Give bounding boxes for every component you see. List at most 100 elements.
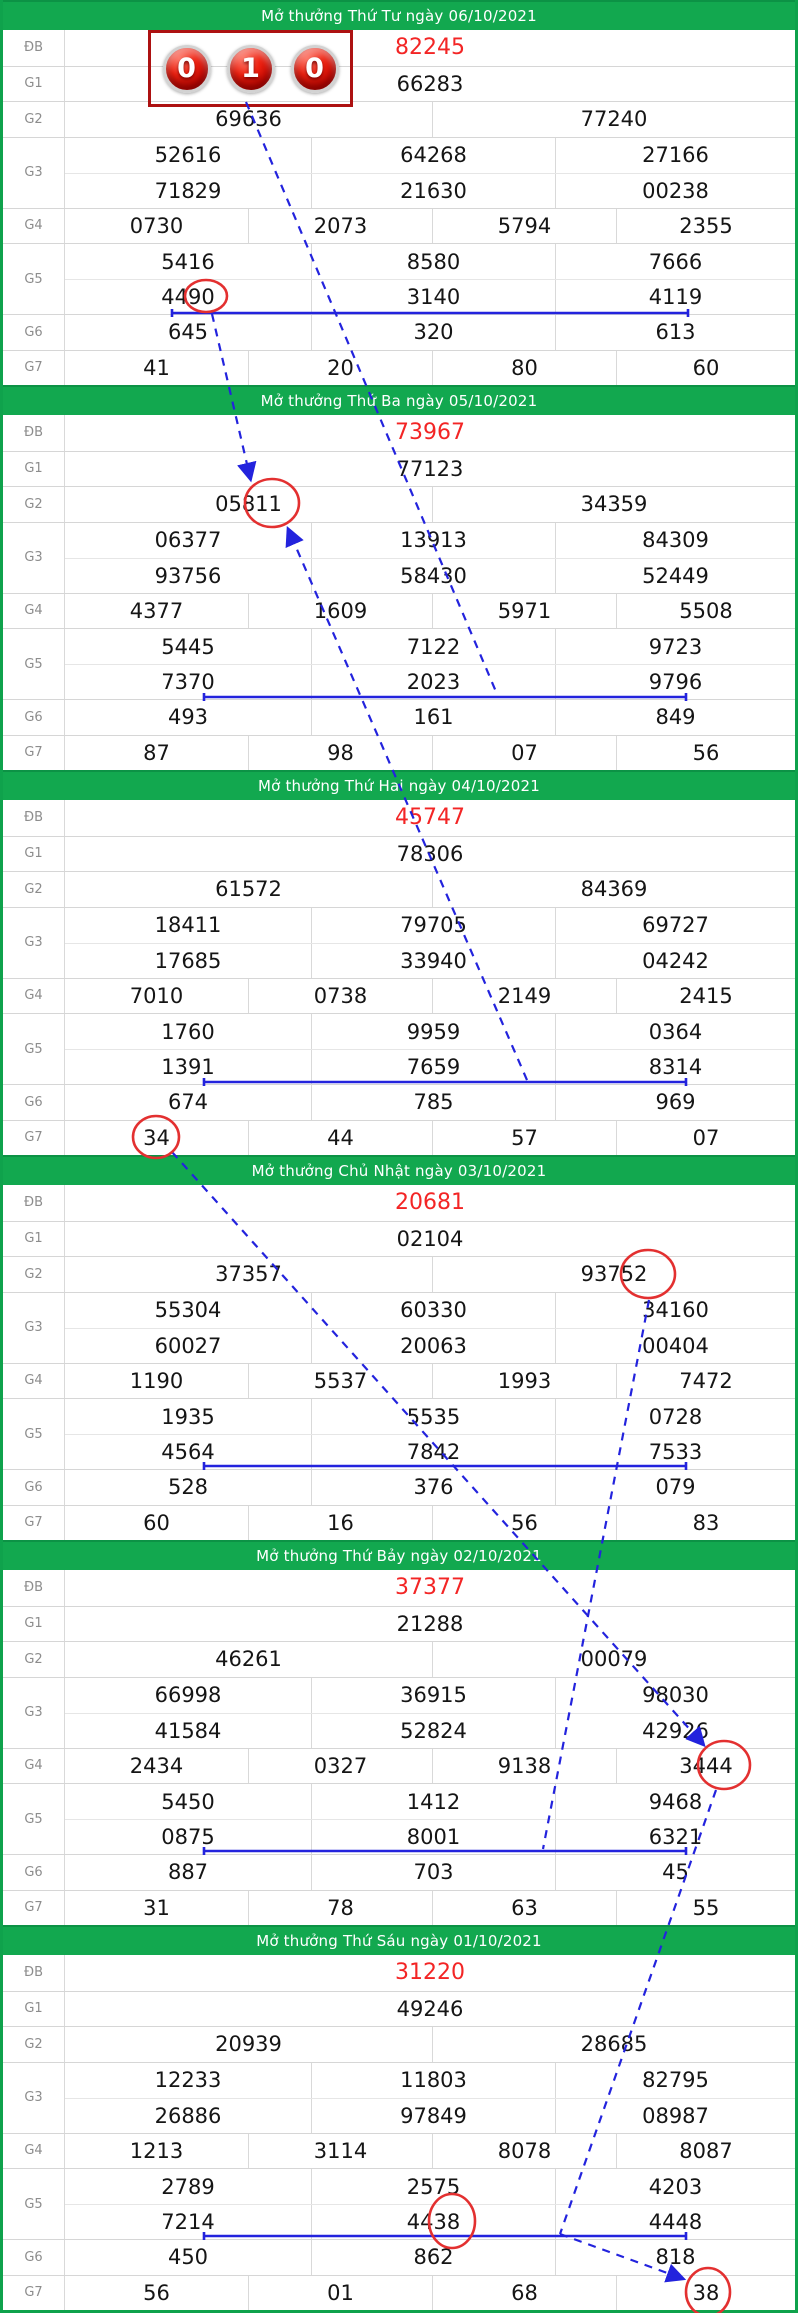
- prize-label: G1: [3, 836, 65, 871]
- section-header: Mở thưởng Thứ Hai ngày 04/10/2021: [3, 770, 795, 800]
- prize-value: 1190: [129, 1368, 184, 1393]
- prize-row-g6: G6 674 785 969: [3, 1084, 795, 1120]
- prize-value: 71829: [154, 178, 222, 203]
- prize-label: G3: [3, 2062, 65, 2133]
- prize-value: 3114: [248, 2133, 432, 2168]
- prize-value: 450: [167, 2245, 209, 2270]
- prize-value: 93752: [432, 1257, 795, 1292]
- prize-value: 0327: [248, 1748, 432, 1783]
- prize-value: 05811: [215, 492, 282, 517]
- prize-value: 2575: [311, 2169, 555, 2204]
- prize-label: G1: [3, 1221, 65, 1256]
- prize-value: 52616: [154, 143, 222, 167]
- prize-row-g5: G5 1935 5535 0728 4564 7842 7533: [3, 1398, 795, 1469]
- prize-label: G7: [3, 2275, 65, 2310]
- prize-label: G5: [3, 1014, 65, 1084]
- prize-row-g5: G5 5450 1412 9468 0875 8001 6321: [3, 1783, 795, 1854]
- prize-value: 9138: [432, 1748, 616, 1783]
- prize-value: 34160: [555, 1292, 795, 1328]
- prize-label: ĐB: [3, 30, 65, 66]
- prize-value: 2415: [616, 978, 795, 1013]
- prize-value: 66283: [396, 71, 464, 96]
- prize-value: 44: [248, 1120, 432, 1155]
- prize-value: 34: [143, 1125, 170, 1150]
- prize-label: G3: [3, 137, 65, 208]
- prize-label: G2: [3, 1257, 65, 1292]
- prize-value: 9723: [555, 629, 795, 664]
- prize-value: 0364: [555, 1014, 795, 1049]
- lottery-ball: 0: [290, 44, 339, 93]
- prize-value: 5971: [432, 593, 616, 628]
- prize-value: 36915: [311, 1677, 555, 1713]
- prize-value: 4438: [311, 2205, 555, 2239]
- prize-value: 2789: [161, 2174, 215, 2199]
- prize-value: 4203: [555, 2169, 795, 2204]
- prize-label: G4: [3, 978, 65, 1013]
- prize-value: 77123: [396, 456, 464, 481]
- section-header: Mở thưởng Thứ Bảy ngày 02/10/2021: [3, 1540, 795, 1570]
- section-header: Mở thưởng Thứ Sáu ngày 01/10/2021: [3, 1925, 795, 1955]
- prize-label: G2: [3, 487, 65, 522]
- jackpot-value: 45747: [395, 805, 465, 831]
- prize-value: 69727: [555, 907, 795, 943]
- prize-value: 645: [167, 320, 209, 345]
- prize-row-db: ĐB 31220: [3, 1955, 795, 1991]
- prize-value: 0738: [248, 978, 432, 1013]
- lottery-ball: 1: [226, 44, 275, 93]
- prize-value: 79705: [311, 907, 555, 943]
- prize-value: 12233: [154, 2068, 222, 2092]
- prize-label: G6: [3, 2240, 65, 2275]
- prize-value: 9468: [555, 1784, 795, 1819]
- prize-value: 58430: [311, 558, 555, 593]
- section-title: Mở thưởng Chủ Nhật ngày 03/10/2021: [251, 1162, 547, 1180]
- prize-row-g1: G1 21288: [3, 1605, 795, 1641]
- prize-label: G4: [3, 2133, 65, 2168]
- prize-value: 87: [143, 740, 170, 765]
- prize-label: G2: [3, 872, 65, 907]
- prize-value: 7659: [311, 1050, 555, 1084]
- prize-value: 60330: [311, 1292, 555, 1328]
- prize-label: G6: [3, 1855, 65, 1890]
- prize-row-g1: G1 78306: [3, 835, 795, 871]
- prize-label: ĐB: [3, 800, 65, 836]
- prize-value: 3140: [311, 280, 555, 314]
- prize-value: 1391: [161, 1055, 215, 1079]
- prize-value: 61572: [215, 877, 282, 902]
- prize-row-g5: G5 2789 2575 4203 7214 4438 4448: [3, 2168, 795, 2239]
- prize-value: 38: [616, 2275, 795, 2310]
- section-title: Mở thưởng Thứ Hai ngày 04/10/2021: [257, 777, 541, 795]
- prize-row-g2: G2 20939 28685: [3, 2026, 795, 2062]
- lottery-ball-digit: 1: [241, 53, 260, 84]
- prize-row-g4: G4 1213 3114 8078 8087: [3, 2132, 795, 2168]
- prize-value: 8314: [555, 1050, 795, 1084]
- prize-value: 4119: [555, 280, 795, 314]
- prize-value: 7666: [555, 244, 795, 279]
- prize-value: 7214: [161, 2210, 215, 2234]
- prize-value: 4490: [161, 285, 215, 309]
- prize-value: 00404: [555, 1328, 795, 1363]
- prize-row-db: ĐB 82245: [3, 30, 795, 66]
- prize-value: 20063: [311, 1328, 555, 1363]
- prize-row-g3: G3 66998 36915 98030 41584 52824 42926: [3, 1676, 795, 1748]
- prize-row-db: ĐB 37377: [3, 1570, 795, 1606]
- prize-value: 1760: [161, 1019, 215, 1044]
- prize-value: 56: [432, 1505, 616, 1540]
- prize-label: G6: [3, 315, 65, 350]
- section-header: Mở thưởng Thứ Ba ngày 05/10/2021: [3, 385, 795, 415]
- prize-row-g7: G7 31 78 63 55: [3, 1889, 795, 1925]
- prize-value: 4377: [129, 598, 184, 623]
- prize-value: 862: [311, 2240, 555, 2275]
- prize-value: 887: [167, 1860, 209, 1885]
- prize-row-db: ĐB 73967: [3, 415, 795, 451]
- prize-value: 77240: [432, 102, 795, 137]
- prize-row-g1: G1 49246: [3, 1990, 795, 2026]
- prize-label: G4: [3, 1363, 65, 1398]
- section-title: Mở thưởng Thứ Tư ngày 06/10/2021: [261, 7, 537, 25]
- prize-row-g6: G6 493 161 849: [3, 699, 795, 735]
- prize-value: 78306: [396, 841, 464, 866]
- prize-value: 56: [616, 735, 795, 770]
- prize-value: 8087: [616, 2133, 795, 2168]
- prize-row-g7: G7 41 20 80 60: [3, 349, 795, 385]
- prize-value: 52824: [311, 1713, 555, 1748]
